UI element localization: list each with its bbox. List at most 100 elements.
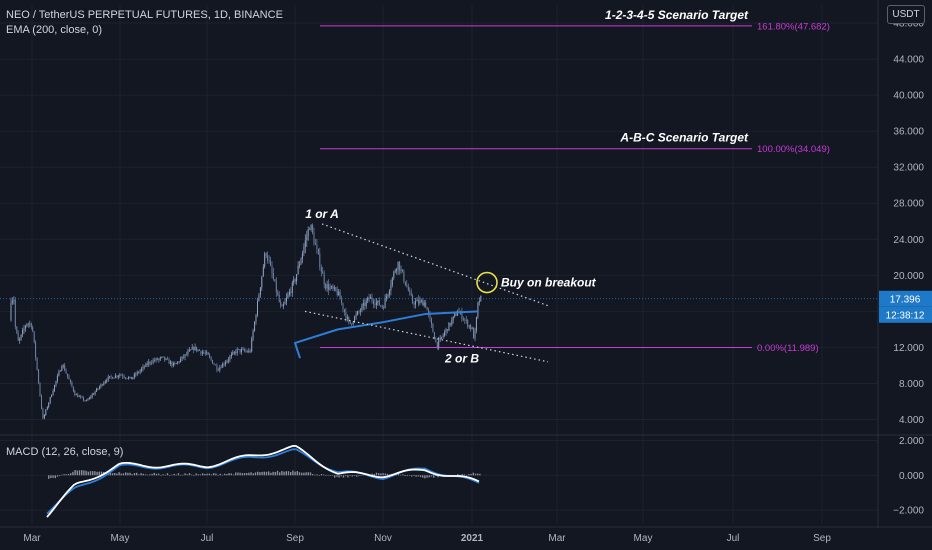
candle-body bbox=[257, 300, 258, 316]
candle-body bbox=[56, 375, 58, 381]
macd-histogram-bar bbox=[118, 472, 120, 476]
fib-level-label: 100.00%(34.049) bbox=[757, 144, 830, 155]
macd-histogram-bar bbox=[294, 471, 296, 476]
macd-histogram-bar bbox=[202, 473, 204, 476]
time-tick-label: Jul bbox=[201, 533, 214, 544]
price-tick-label: 28.000 bbox=[893, 199, 924, 210]
candle-body bbox=[391, 277, 393, 286]
candle-body bbox=[390, 285, 392, 291]
macd-histogram-bar bbox=[105, 472, 107, 476]
candle-body bbox=[233, 352, 235, 353]
macd-histogram-bar bbox=[400, 474, 402, 476]
candle-body bbox=[51, 395, 53, 398]
macd-histogram-bar bbox=[248, 472, 250, 476]
candle-body bbox=[357, 311, 358, 315]
candle-body bbox=[39, 383, 41, 396]
candle-body bbox=[156, 358, 158, 360]
candle-body bbox=[404, 281, 406, 286]
price-tick-label: 8.000 bbox=[899, 379, 924, 390]
candle-body bbox=[161, 356, 163, 358]
macd-histogram-bar bbox=[338, 475, 340, 478]
candle-body bbox=[461, 311, 463, 320]
macd-indicator-legend: MACD (12, 26, close, 9) bbox=[6, 446, 124, 458]
candle-body bbox=[310, 224, 312, 230]
macd-histogram-bar bbox=[65, 474, 67, 476]
price-tick-label: 36.000 bbox=[893, 127, 924, 138]
macd-histogram-bar bbox=[226, 474, 228, 476]
candle-body bbox=[362, 302, 364, 306]
candle-body bbox=[229, 356, 231, 360]
candle-body bbox=[444, 332, 445, 336]
macd-histogram-bar bbox=[94, 471, 96, 476]
currency-button[interactable]: USDT bbox=[887, 5, 925, 24]
macd-histogram-bar bbox=[50, 475, 52, 479]
lower-trendline[interactable] bbox=[304, 310, 549, 363]
candle-body bbox=[322, 271, 324, 274]
candle-body bbox=[241, 349, 242, 353]
candle-body bbox=[412, 295, 414, 303]
candle-body bbox=[403, 271, 405, 282]
macd-histogram-bar bbox=[362, 474, 364, 476]
candle-body bbox=[290, 291, 292, 293]
time-tick-label: May bbox=[111, 533, 130, 544]
macd-histogram-bar bbox=[408, 475, 411, 476]
candle-body bbox=[171, 361, 173, 366]
trendlines[interactable] bbox=[304, 223, 549, 363]
candle-body bbox=[384, 298, 386, 309]
macd-histogram-bar bbox=[298, 472, 301, 476]
candle-body bbox=[465, 319, 467, 321]
candle-body bbox=[107, 376, 109, 381]
macd-histogram-bar bbox=[67, 474, 70, 476]
price-tick-label: 20.000 bbox=[893, 271, 924, 282]
macd-histogram-bar bbox=[382, 473, 384, 476]
candle-body bbox=[149, 361, 151, 363]
candle-body bbox=[162, 356, 164, 358]
macd-histogram-bar bbox=[70, 473, 72, 476]
price-tick-label: 12.000 bbox=[893, 343, 924, 354]
candle-body bbox=[207, 352, 209, 355]
candle-body bbox=[123, 376, 125, 378]
candle-body bbox=[200, 350, 202, 354]
macd-histogram-bar bbox=[188, 473, 191, 476]
candle-body bbox=[110, 376, 112, 378]
candle-body bbox=[180, 359, 182, 362]
candle-body bbox=[341, 299, 343, 304]
candle-body bbox=[449, 322, 451, 325]
candle-body bbox=[106, 380, 108, 382]
candle-body bbox=[473, 327, 474, 339]
candle-body bbox=[152, 360, 154, 363]
candle-body bbox=[251, 338, 253, 352]
candle-body bbox=[454, 313, 456, 317]
macd-histogram-bar bbox=[142, 473, 144, 476]
candle-body bbox=[386, 296, 387, 299]
macd-tick-label: −2.000 bbox=[893, 506, 924, 517]
candle-body bbox=[348, 317, 350, 322]
candle-body bbox=[94, 391, 96, 394]
candle-body bbox=[291, 282, 293, 293]
macd-histogram-bar bbox=[197, 474, 199, 476]
macd-histogram-bar bbox=[177, 473, 180, 476]
fibonacci-levels[interactable]: 161.80%(47.682) 1-2-3-4-5 Scenario Target… bbox=[320, 8, 830, 354]
candle-body bbox=[70, 379, 71, 383]
candle-body bbox=[306, 236, 308, 241]
candle-body bbox=[204, 352, 206, 354]
candle-body bbox=[474, 330, 476, 339]
macd-histogram-bar bbox=[162, 474, 164, 476]
macd-histogram-bar bbox=[419, 475, 422, 477]
macd-histogram-bar bbox=[100, 471, 103, 476]
macd-histogram-bar bbox=[111, 473, 114, 476]
candle-body bbox=[358, 311, 360, 313]
candle-body bbox=[342, 303, 344, 310]
candle-body bbox=[138, 372, 140, 373]
macd-histogram-bar bbox=[430, 475, 433, 477]
candle-body bbox=[354, 316, 356, 322]
candle-body bbox=[201, 352, 203, 354]
grid-lines bbox=[0, 5, 878, 524]
candle-body bbox=[130, 376, 132, 380]
upper-trendline[interactable] bbox=[321, 223, 549, 307]
macd-histogram-bar bbox=[83, 470, 85, 476]
candle-body bbox=[65, 370, 67, 374]
macd-histogram-bar bbox=[182, 474, 184, 476]
macd-histogram-bar bbox=[360, 475, 362, 476]
